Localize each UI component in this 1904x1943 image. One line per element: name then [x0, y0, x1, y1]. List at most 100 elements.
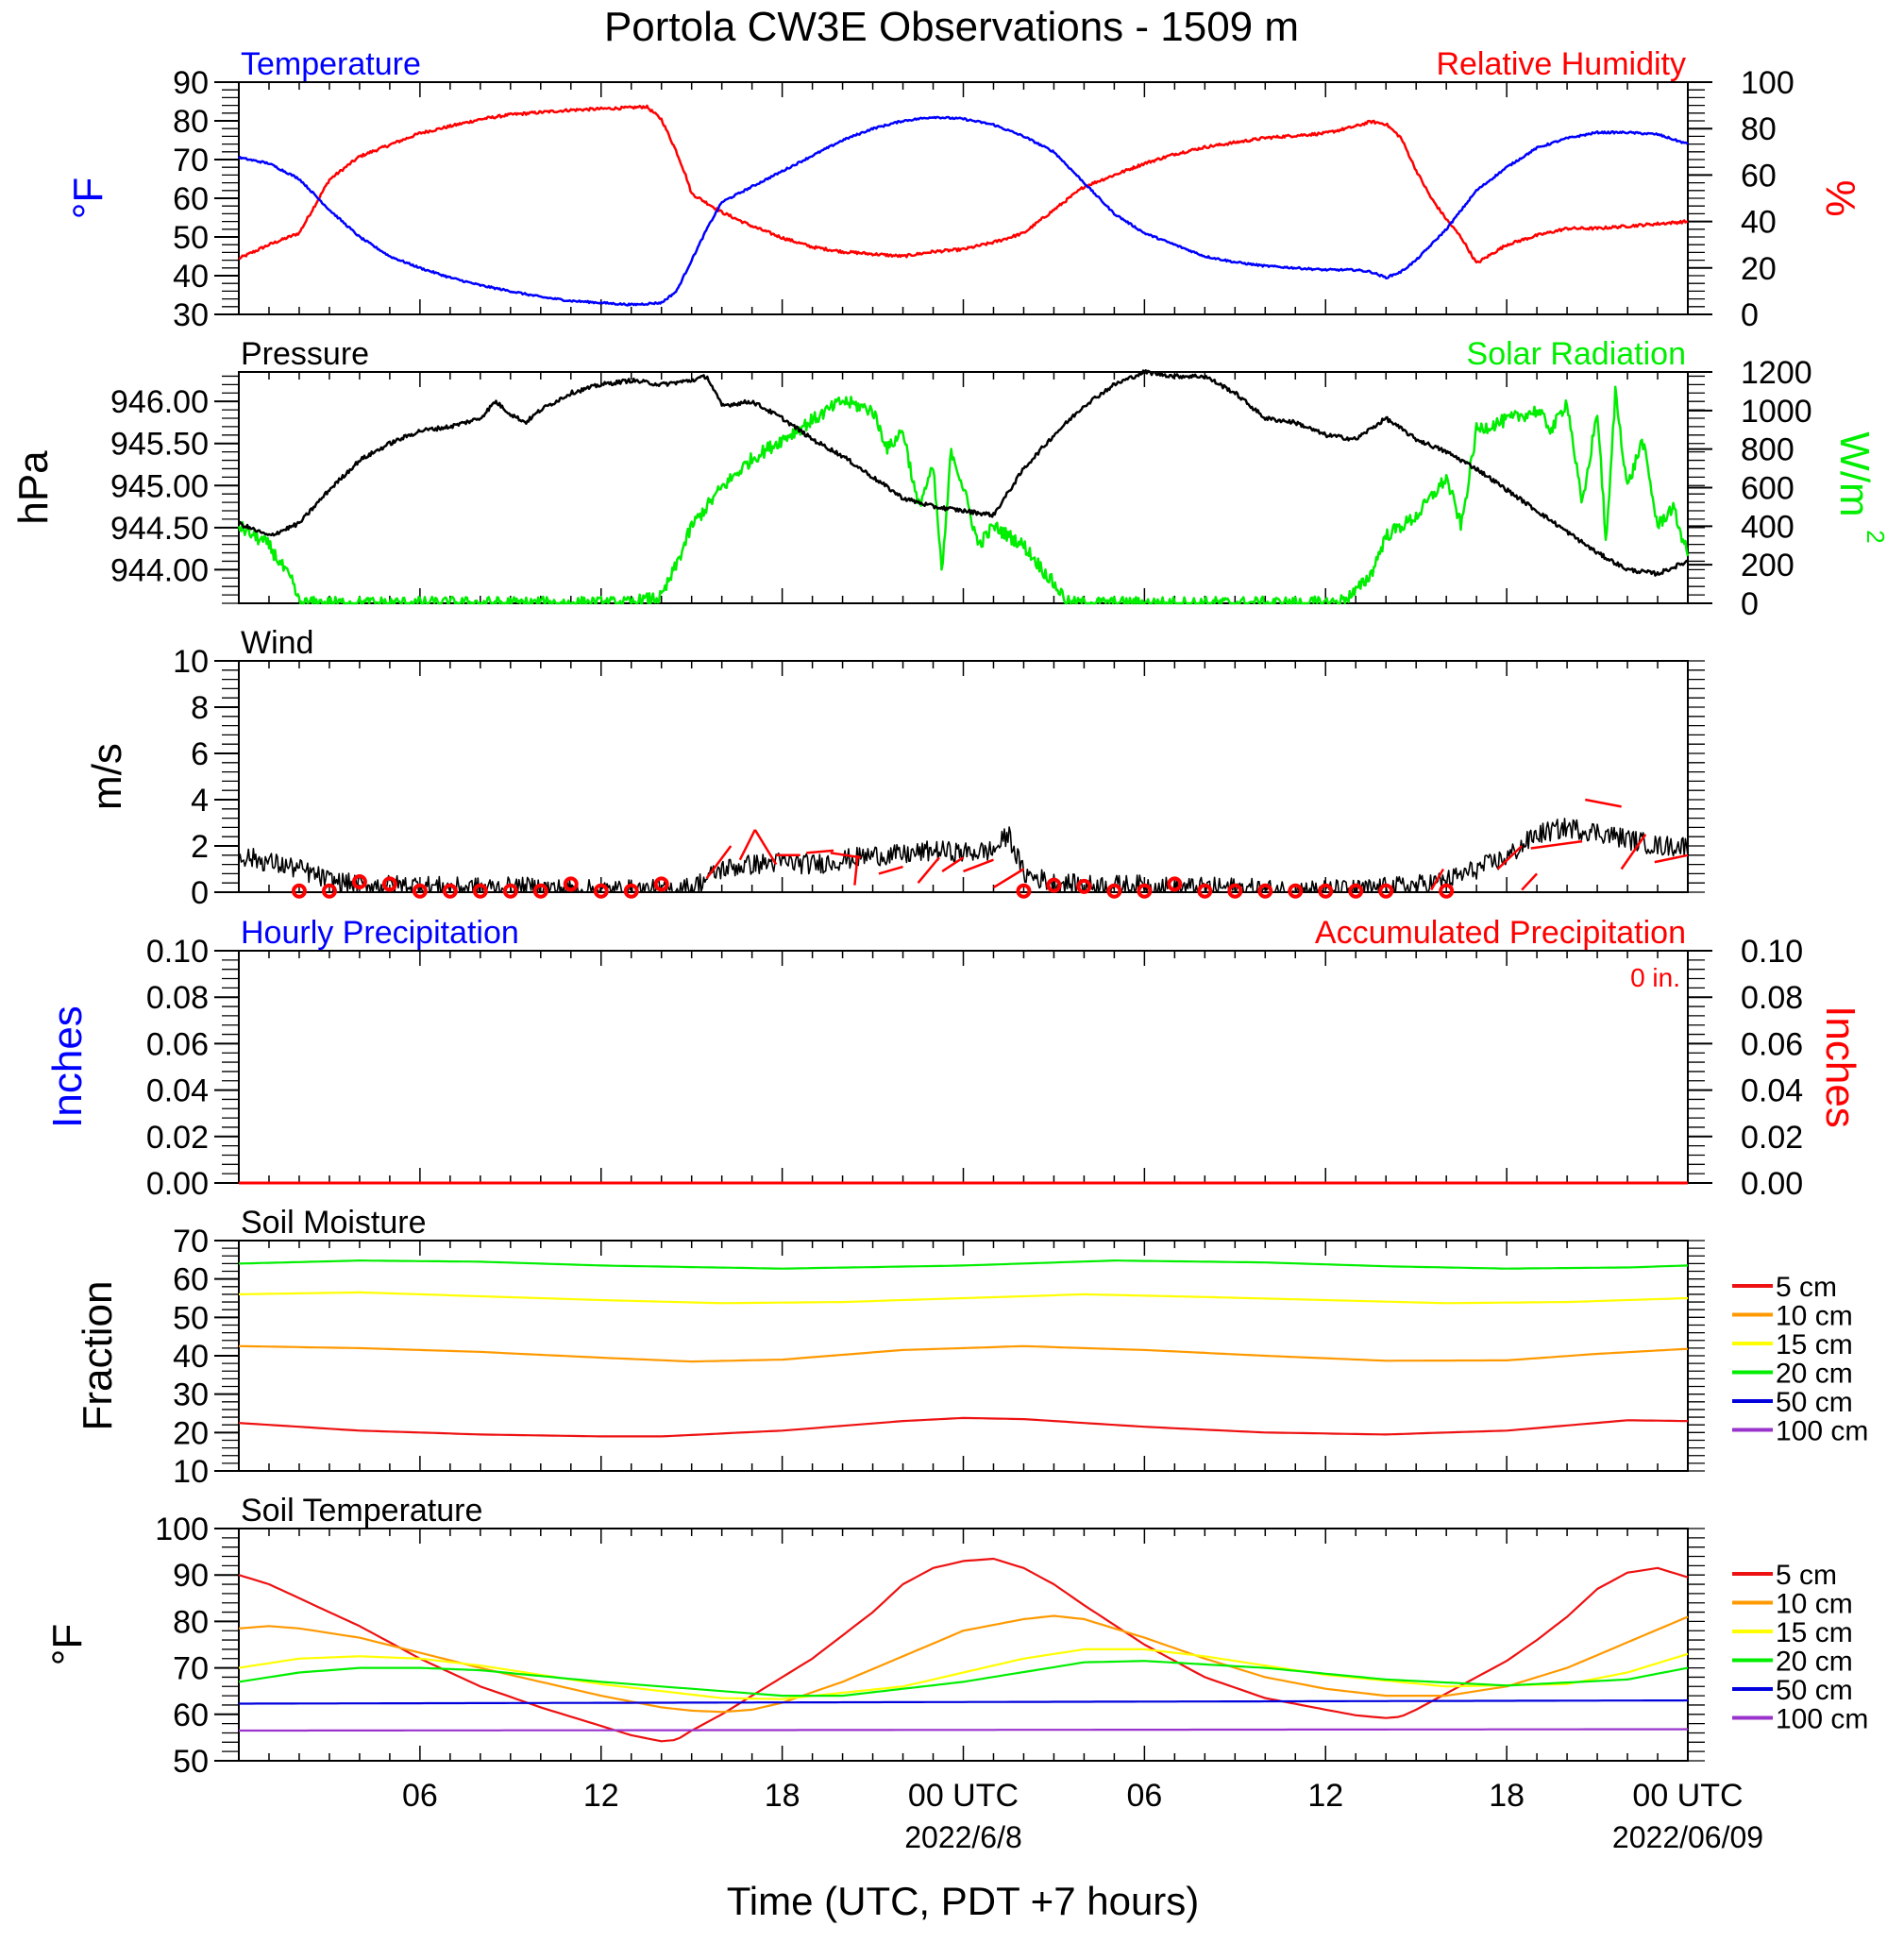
panel-title-solar: Solar Radiation — [1467, 336, 1686, 372]
panel-precipitation: 0.00 0.02 0.04 0.06 0.08 0.10 0.00 0.02 0.04 0.06… — [44, 915, 1863, 1202]
wind-direction-barb — [738, 829, 756, 861]
plot-frame — [238, 950, 1689, 1184]
wind-direction-barb — [806, 849, 834, 854]
wind-direction-barb — [1430, 868, 1445, 891]
y-tick-label: 2 — [191, 829, 209, 865]
x-date-label: 2022/06/09 — [1612, 1820, 1763, 1854]
y-tick-label: 0.04 — [146, 1073, 209, 1109]
soil-moisture-line — [238, 1416, 1688, 1438]
soil-moisture-line — [238, 1259, 1689, 1270]
calm-wind-marker — [1137, 883, 1153, 899]
calm-wind-marker — [623, 883, 639, 899]
calm-wind-marker — [1439, 883, 1455, 899]
calm-wind-marker — [1348, 883, 1364, 899]
y-right-tick-label: 1200 — [1741, 355, 1812, 391]
y-tick-label: 70 — [173, 143, 209, 178]
y-axis-label-soil-moisture: Fraction — [75, 1281, 121, 1431]
y-tick-label: 50 — [173, 220, 209, 256]
calm-wind-marker — [381, 876, 397, 892]
wind-direction-barb — [992, 868, 1025, 889]
pressure-line — [237, 369, 1689, 577]
wind-direction-barb — [753, 829, 778, 866]
legend-label: 20 cm — [1776, 1359, 1853, 1390]
panel-title-soil-moisture: Soil Moisture — [241, 1205, 427, 1241]
y-axis-label-wind: m/s — [84, 743, 130, 810]
y-tick-label: 944.50 — [110, 511, 209, 547]
calm-wind-marker — [1257, 883, 1273, 899]
panel-title-pressure: Pressure — [241, 336, 369, 372]
calm-wind-marker — [351, 873, 367, 889]
y-tick-label: 944.00 — [110, 552, 209, 588]
y-axis-label-pressure: hPa — [10, 450, 57, 525]
y-tick-label: 8 — [191, 690, 209, 726]
calm-wind-marker — [291, 883, 307, 899]
y-axis-label-temperature: °F — [65, 177, 111, 219]
y-right-tick-label: 600 — [1741, 471, 1794, 507]
x-axis-title: Time (UTC, PDT +7 hours) — [727, 1879, 1200, 1923]
panel-pressure-solar: 944.00 944.50 945.00 945.50 946.00 0200400600… — [10, 336, 1890, 622]
y-right-tick-label: 80 — [1741, 111, 1777, 147]
y-right-tick-label: 20 — [1741, 251, 1777, 287]
wind-speed-line — [238, 818, 1689, 893]
y-tick-label: 0.00 — [146, 1166, 209, 1202]
calm-wind-marker — [1318, 883, 1334, 899]
calm-wind-marker — [532, 883, 548, 899]
y-tick-label: 70 — [173, 1224, 209, 1259]
x-tick-label: 18 — [1489, 1778, 1525, 1814]
y-right-tick-label: 200 — [1741, 548, 1794, 583]
y-right-tick-label: 60 — [1741, 158, 1777, 194]
wind-direction-barb — [1530, 839, 1583, 850]
x-tick-label: 12 — [583, 1778, 619, 1814]
y-tick-label: 50 — [173, 1744, 209, 1780]
y-tick-label: 30 — [173, 297, 209, 333]
calm-wind-marker — [412, 883, 428, 899]
calm-wind-marker — [653, 876, 669, 892]
soil-temperature-line — [238, 1614, 1689, 1714]
y-tick-label: 30 — [173, 1377, 209, 1413]
panel-title-hourly-precip: Hourly Precipitation — [241, 915, 519, 951]
panel-title-humidity: Relative Humidity — [1436, 46, 1686, 82]
y-tick-label: 6 — [191, 736, 209, 772]
calm-wind-marker — [321, 883, 337, 899]
y-tick-label: 0.06 — [146, 1026, 209, 1062]
wind-direction-barb — [1585, 798, 1622, 808]
calm-wind-marker — [1288, 883, 1304, 899]
calm-wind-marker — [1378, 883, 1394, 899]
y-right-tick-label: 0.02 — [1741, 1120, 1803, 1156]
y-axis-label-solar-sup: 2 — [1862, 530, 1890, 543]
legend-label: 10 cm — [1776, 1301, 1853, 1332]
soil-moisture-line — [238, 1344, 1689, 1363]
y-tick-label: 70 — [173, 1651, 209, 1687]
legend-label: 50 cm — [1776, 1387, 1853, 1418]
legend-label: 5 cm — [1776, 1272, 1837, 1303]
calm-wind-marker — [1197, 883, 1213, 899]
y-right-tick-label: 0.10 — [1741, 934, 1803, 970]
y-right-tick-label: 1000 — [1741, 394, 1812, 430]
calm-wind-marker — [1106, 883, 1122, 899]
calm-wind-marker — [1167, 876, 1183, 892]
y-tick-label: 0 — [191, 875, 209, 911]
temperature-line — [238, 115, 1689, 307]
y-axis-label-precip-left: Inches — [44, 1005, 91, 1128]
y-tick-label: 50 — [173, 1300, 209, 1336]
x-tick-label: 00 UTC — [908, 1778, 1019, 1814]
calm-wind-marker — [1046, 877, 1062, 893]
calm-wind-marker — [502, 883, 518, 899]
y-tick-label: 40 — [173, 1339, 209, 1375]
calm-wind-marker — [1016, 883, 1032, 899]
panel-title-temperature: Temperature — [241, 46, 421, 82]
panel-title-wind: Wind — [241, 625, 313, 661]
soil-temperature-line — [239, 1698, 1689, 1705]
panel-title-soil-temperature: Soil Temperature — [241, 1493, 482, 1529]
legend-label: 100 cm — [1776, 1416, 1868, 1447]
x-tick-label: 18 — [765, 1778, 800, 1814]
y-tick-label: 946.00 — [110, 384, 209, 420]
y-axis-label-solar: W/m — [1831, 431, 1878, 516]
wind-direction-barb — [1620, 834, 1647, 870]
y-right-tick-label: 0.00 — [1741, 1166, 1803, 1202]
wind-direction-barb — [705, 845, 733, 880]
